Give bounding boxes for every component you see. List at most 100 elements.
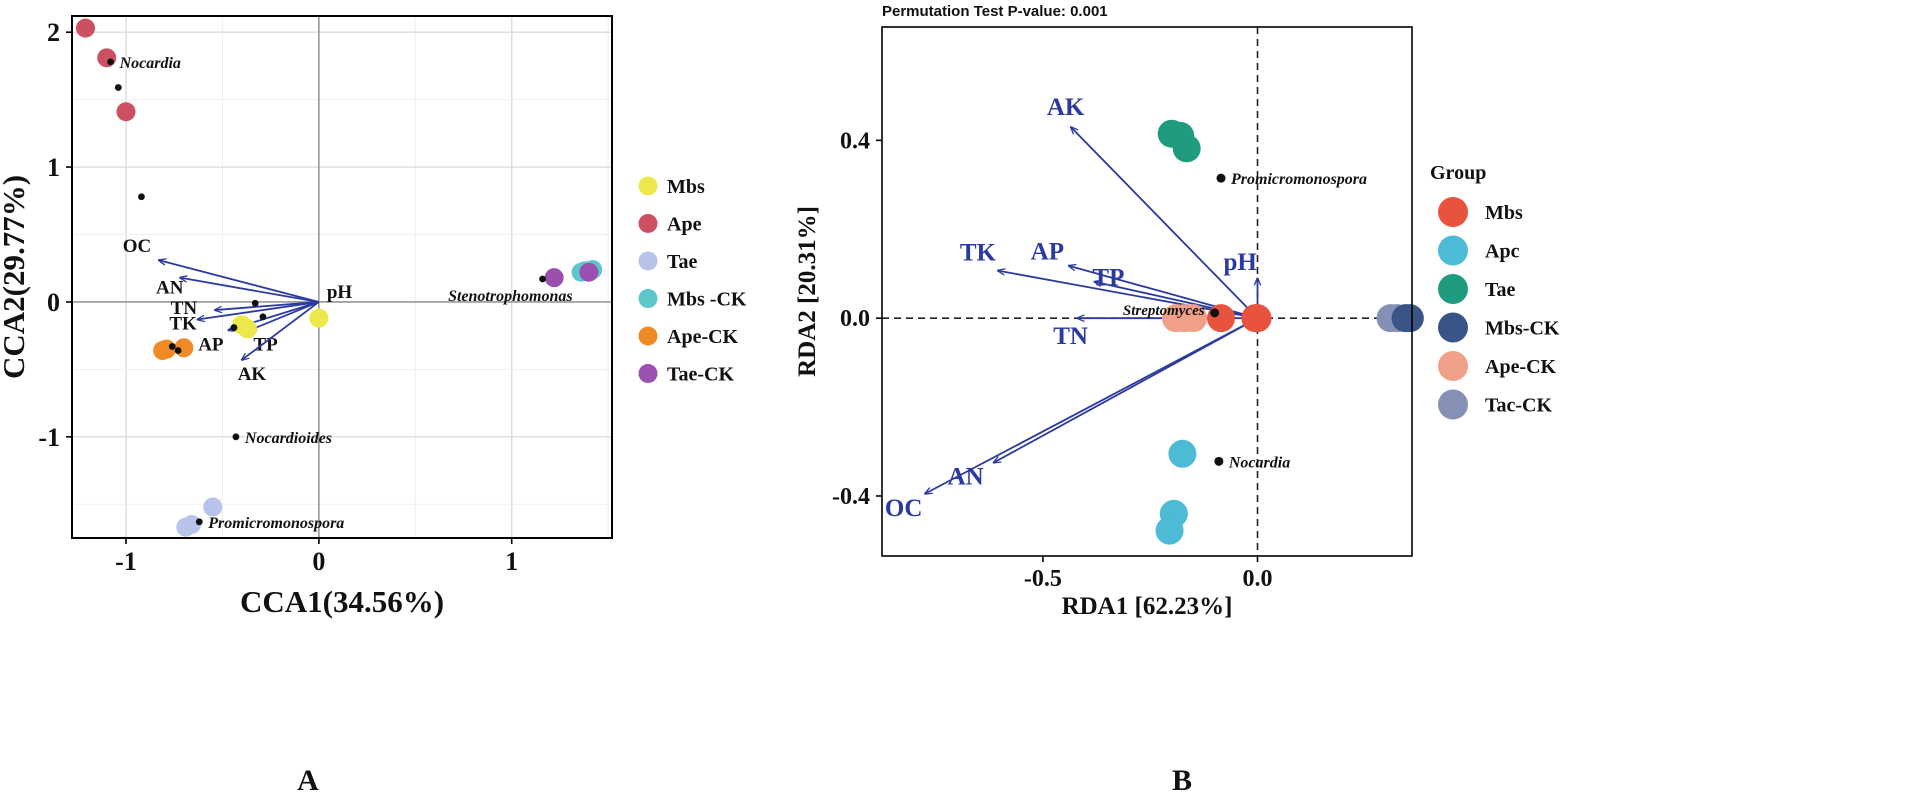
legend-swatch-tae: [1438, 274, 1468, 304]
taxon-point: [251, 299, 259, 307]
sample-point-ape: [76, 18, 95, 38]
panel-b-y-axis-label: RDA2 [20.31%]: [794, 206, 821, 377]
sample-point-apc: [1168, 439, 1197, 468]
vector-arrow-oc: [925, 317, 1258, 494]
taxon-point: [259, 313, 267, 321]
vector-label-oc: OC: [885, 495, 923, 522]
legend-swatch-ape-ck: [638, 326, 658, 346]
vector-label-ap: AP: [198, 334, 224, 355]
panel-b-ticks: -0.5 0.0 -0.4 0.0 0.4: [832, 128, 1273, 592]
taxon-point: [230, 324, 238, 331]
sample-point-ape-ck: [153, 341, 173, 361]
vector-arrow-ak: [1071, 127, 1259, 319]
taxon-point: [168, 343, 176, 350]
legend-label-mbs: Mbs: [1485, 202, 1523, 224]
panel-b-rda-plot: Permutation Test P-value: 0.001 AK TK AP TP…: [794, 3, 1560, 797]
legend-label-tae: Tae: [667, 251, 698, 273]
sample-point-ape: [116, 102, 136, 122]
legend-swatch-mbs-ck: [1438, 312, 1468, 343]
sample-point-apc: [1155, 516, 1184, 545]
panel-b-label: B: [1172, 764, 1192, 797]
vector-arrow-tp: [249, 301, 320, 330]
legend-swatch-mbs: [638, 176, 658, 196]
legend-swatch-tae: [638, 251, 658, 271]
y-tick-label: -1: [38, 423, 60, 452]
vector-label-ph: pH: [327, 282, 353, 303]
taxon-label-nocardia: Nocardia: [1228, 454, 1290, 471]
legend-label-tac-ck: Tac-CK: [1485, 395, 1552, 417]
sample-point-tae: [176, 517, 196, 537]
x-tick-label: 1: [505, 547, 518, 576]
legend-title: Group: [1430, 162, 1486, 184]
sample-point-mbs: [232, 315, 252, 335]
taxon-point: [232, 433, 240, 441]
taxon-point: [107, 58, 114, 66]
taxon-point: [195, 518, 203, 526]
taxon-label-promicromonospora: Promicromonospora: [1230, 171, 1367, 188]
y-tick-label: 0.4: [840, 128, 870, 154]
legend-label-tae: Tae: [1485, 279, 1516, 301]
x-tick-label: 0: [312, 547, 325, 576]
vector-label-oc: OC: [123, 236, 151, 257]
legend-swatch-ape-ck: [1438, 351, 1468, 381]
vector-label-ak: AK: [1047, 94, 1085, 121]
vector-label-tn: TN: [171, 298, 198, 319]
y-tick-label: 0.0: [840, 306, 870, 332]
vector-arrow-ak: [242, 301, 320, 360]
panel-a-taxa-points: Nocardia Stenotrophomonas Nocardioides Prom…: [107, 55, 573, 532]
sample-point-tae-ck: [579, 262, 599, 282]
taxon-point: [1210, 308, 1220, 318]
panel-a-gridlines: [72, 16, 612, 538]
x-tick-label: 0.0: [1243, 566, 1273, 592]
vector-arrow-oc: [159, 260, 320, 303]
panel-b-x-axis-label: RDA1 [62.23%]: [1062, 593, 1233, 620]
taxon-point: [1214, 456, 1224, 466]
x-tick-label: -1: [115, 547, 137, 576]
panel-b-title: Permutation Test P-value: 0.001: [882, 3, 1108, 20]
legend-label-mbs-ck: Mbs -CK: [667, 289, 747, 311]
y-tick-label: 1: [47, 153, 60, 182]
vector-label-ak: AK: [238, 364, 267, 385]
sample-point-mbs: [309, 308, 329, 328]
legend-label-ape-ck: Ape-CK: [667, 326, 739, 348]
taxon-point: [114, 84, 122, 91]
vector-label-tp: TP: [253, 334, 278, 355]
panel-a-ticks: -1 0 1 -1 0 1 2: [38, 18, 518, 576]
taxon-label-streptomyces: Streptomyces: [1123, 303, 1205, 319]
legend-label-mbs-ck: Mbs-CK: [1485, 318, 1560, 340]
vector-label-tp: TP: [1092, 265, 1124, 292]
vector-label-tk: TK: [169, 313, 197, 334]
panel-b-legend: Group Mbs Apc Tae Mbs-CK Ape-CK Tac-CK: [1430, 162, 1560, 420]
y-tick-label: 2: [47, 18, 60, 47]
legend-swatch-mbs: [1438, 197, 1468, 227]
vector-arrow-an: [180, 278, 320, 303]
x-tick-label: -0.5: [1024, 566, 1062, 592]
taxon-label-stenotrophomonas: Stenotrophomonas: [448, 288, 572, 305]
legend-label-mbs: Mbs: [667, 176, 705, 198]
vector-arrow-tn: [215, 301, 319, 310]
vector-arrow-tk: [197, 301, 319, 320]
vector-label-tk: TK: [960, 240, 997, 267]
vector-label-tn: TN: [1053, 323, 1088, 350]
sample-point-tae-ck: [544, 268, 564, 288]
legend-swatch-tac-ck: [1438, 389, 1468, 420]
taxon-label-nocardia: Nocardia: [119, 55, 181, 72]
legend-label-tae-ck: Tae-CK: [667, 364, 734, 386]
taxon-point: [1216, 173, 1226, 183]
vector-label-an: AN: [156, 278, 184, 299]
legend-swatch-tae-ck: [638, 364, 658, 383]
sample-point-mbs: [1207, 304, 1236, 333]
panel-a-x-axis-label: CCA1(34.56%): [240, 584, 444, 619]
panel-a-y-axis-label: CCA2(29.77%): [0, 175, 31, 379]
panel-a-sample-points: [76, 18, 603, 537]
panel-a-legend: Mbs Ape Tae Mbs -CK Ape-CK Tae-CK: [638, 176, 747, 386]
sample-point-tae: [1172, 134, 1201, 163]
legend-swatch-apc: [1438, 235, 1468, 266]
panel-b-taxa-points: Promicromonospora Streptomyces Nocardia: [1123, 171, 1367, 471]
legend-label-ape: Ape: [667, 214, 702, 236]
sample-point-mbs-ck: [1395, 304, 1424, 333]
panel-b-frame: [881, 26, 1413, 557]
